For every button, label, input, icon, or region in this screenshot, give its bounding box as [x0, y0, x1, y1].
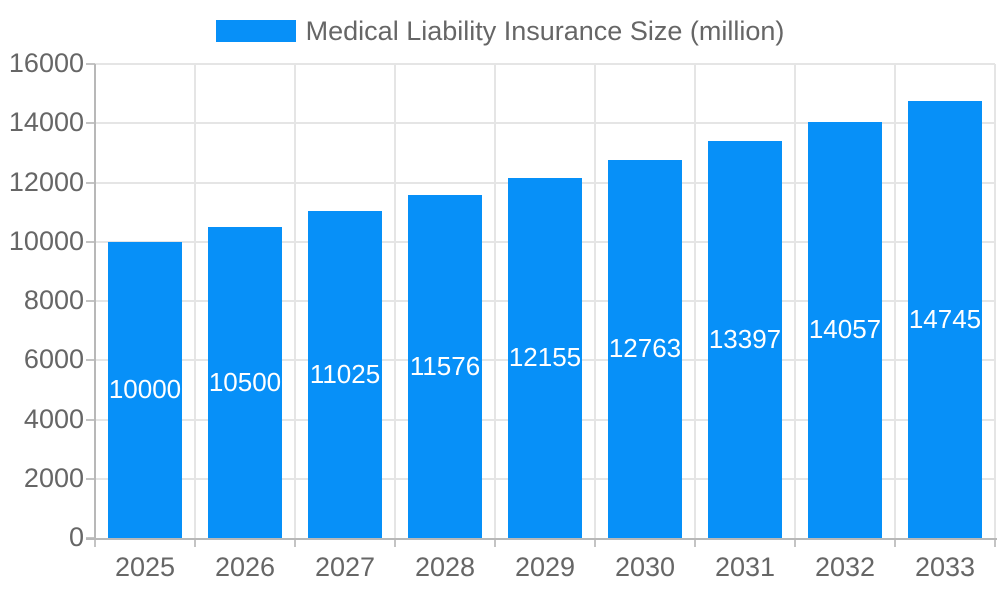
bar: 13397: [708, 141, 782, 538]
bar-value-label: 12155: [508, 342, 582, 373]
y-axis-tick-label: 10000: [8, 225, 84, 256]
y-axis-tick: [86, 418, 95, 421]
bar-value-label: 11025: [309, 359, 381, 390]
y-axis-tick: [86, 240, 95, 243]
x-axis-tick-label: 2031: [714, 552, 776, 582]
x-axis-tick: [394, 538, 396, 547]
bar-value-label: 13397: [708, 324, 782, 355]
y-axis-tick-label: 0: [68, 522, 84, 552]
bar: 11025: [308, 211, 382, 538]
y-axis-tick: [86, 300, 95, 302]
bar: 10000: [108, 241, 182, 538]
x-axis-tick: [294, 538, 296, 547]
y-axis-tick-label: 4000: [23, 403, 84, 434]
y-axis-tick-label: 14000: [8, 107, 84, 138]
x-axis-tick: [894, 538, 896, 547]
chart-legend[interactable]: Medical Liability Insurance Size (millio…: [0, 14, 1000, 48]
x-gridline: [994, 64, 996, 538]
x-axis-tick-label: 2032: [814, 552, 876, 582]
bar-value-label: 14745: [908, 304, 982, 335]
x-axis-tick: [494, 538, 496, 547]
x-axis-tick: [794, 538, 796, 547]
legend-swatch: [215, 20, 296, 42]
y-axis-tick-label: 2000: [23, 462, 84, 493]
legend-label: Medical Liability Insurance Size (millio…: [305, 15, 785, 46]
x-axis-tick-label: 2027: [314, 552, 376, 582]
bar-value-label: 12763: [608, 333, 682, 364]
bar: 10500: [208, 226, 282, 538]
y-axis-tick-label: 8000: [23, 285, 84, 315]
x-gridline: [694, 64, 696, 538]
x-axis-tick-label: 2030: [614, 552, 676, 582]
x-axis-tick: [194, 538, 196, 547]
x-axis-line: [86, 538, 997, 540]
x-gridline: [894, 64, 896, 538]
y-gridline: [95, 122, 995, 125]
x-axis-tick-label: 2028: [414, 552, 476, 582]
y-axis-tick: [86, 181, 95, 184]
x-axis-tick-label: 2026: [214, 552, 276, 582]
y-axis-line: [94, 64, 96, 540]
bar-value-label: 14057: [808, 314, 882, 345]
bar: 12763: [608, 159, 682, 538]
x-axis-tick: [94, 538, 96, 547]
y-axis-tick-label: 12000: [8, 166, 84, 197]
y-gridline: [95, 63, 995, 65]
x-axis-tick-label: 2033: [914, 552, 976, 582]
x-gridline: [294, 64, 296, 538]
x-axis-tick-label: 2029: [514, 552, 576, 582]
bar-value-label: 10000: [108, 374, 182, 405]
y-axis-tick-label: 6000: [23, 344, 84, 375]
bar: 14057: [808, 121, 882, 538]
x-gridline: [194, 64, 196, 538]
x-gridline: [494, 64, 496, 538]
y-axis-tick: [86, 477, 95, 480]
y-axis-tick: [86, 63, 95, 65]
y-axis-tick: [86, 359, 95, 362]
bar: 11576: [408, 195, 482, 538]
x-gridline: [394, 64, 396, 538]
x-gridline: [794, 64, 796, 538]
x-axis-tick-label: 2025: [114, 552, 176, 582]
bar-value-label: 10500: [208, 366, 282, 397]
bar: 12155: [508, 177, 582, 538]
y-axis-tick: [86, 122, 95, 125]
y-axis-tick-label: 16000: [8, 48, 84, 78]
x-axis-tick: [994, 538, 996, 547]
bar-value-label: 11576: [409, 351, 481, 382]
x-axis-tick: [694, 538, 696, 547]
x-axis-tick: [594, 538, 596, 547]
x-gridline: [594, 64, 596, 538]
bar: 14745: [908, 101, 982, 538]
